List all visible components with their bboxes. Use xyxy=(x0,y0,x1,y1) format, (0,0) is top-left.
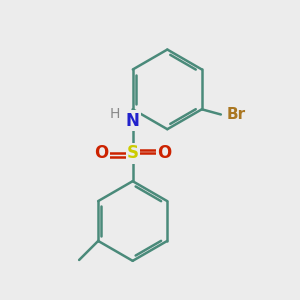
Text: O: O xyxy=(94,145,109,163)
Text: N: N xyxy=(126,112,140,130)
Text: O: O xyxy=(157,145,171,163)
Text: H: H xyxy=(110,107,120,121)
Text: S: S xyxy=(127,145,139,163)
Text: Br: Br xyxy=(227,107,246,122)
